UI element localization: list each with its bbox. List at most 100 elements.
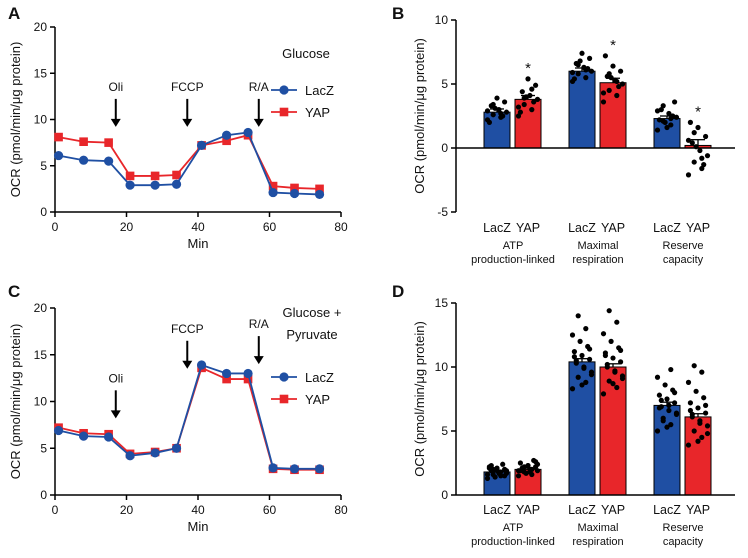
panel-b-data-point <box>614 92 620 99</box>
panel-a-x-tick-label: 60 <box>263 220 277 234</box>
panel-d-data-point <box>588 372 595 378</box>
panel-d-data-point <box>691 428 697 434</box>
panel-b-data-point <box>697 147 703 154</box>
panel-d-data-point <box>600 331 607 337</box>
panel-c-x-tick-label: 20 <box>120 503 134 517</box>
panel-c-injection-label-fccp: FCCP <box>171 322 204 336</box>
panel-b-data-point <box>654 108 661 114</box>
panel-b-data-point <box>529 107 535 113</box>
panel-d-bar-label-lacz: LacZ <box>653 503 681 517</box>
panel-d-data-point <box>612 369 618 375</box>
panel-d-data-point <box>571 349 578 355</box>
panel-d-bar-yap <box>599 366 627 496</box>
panel-a-series-line-yap <box>58 134 320 190</box>
panel-d-bar-lacz <box>653 404 681 496</box>
panel-d-data-point <box>618 347 624 353</box>
panel-a-x-tick-label: 0 <box>52 220 59 234</box>
panel-b-data-point <box>668 115 674 122</box>
panel-b-group-label: Reserve <box>663 240 704 252</box>
panel-d-data-point <box>515 473 522 479</box>
panel-a-point-lacz <box>314 189 325 200</box>
panel-b-data-point <box>529 86 535 92</box>
panel-b-data-point <box>569 69 576 76</box>
panel-b-y-tick-label: 0 <box>441 141 448 155</box>
panel-a-point-lacz <box>125 180 135 190</box>
panel-d-data-point <box>673 410 680 416</box>
panel-d-data-point <box>608 338 614 344</box>
panel-d-group-label: respiration <box>572 536 623 548</box>
panel-b-bar-label-lacz: LacZ <box>568 221 596 235</box>
panel-d-group-label: Reserve <box>663 522 704 534</box>
panel-b-data-point <box>618 68 624 74</box>
panel-c-injection-arrow-head <box>110 410 121 419</box>
panel-b-data-point <box>517 109 524 115</box>
panel-a-y-tick-label: 0 <box>40 205 47 219</box>
panel-c-point-lacz <box>53 425 64 436</box>
panel-c-point-lacz <box>150 448 160 458</box>
panel-b-data-point <box>484 108 491 114</box>
panel-d-data-point <box>484 475 491 481</box>
panel-c-point-lacz <box>125 451 135 461</box>
panel-d-data-point <box>517 468 524 474</box>
panel-b-bar-chart: -5 0 5 10 OCR (pmol/min/μg protein) LacZ * YAP A… <box>412 13 735 266</box>
panel-d-data-point <box>525 462 531 469</box>
panel-a-point-lacz <box>222 130 232 140</box>
panel-c-injection-arrow-head <box>182 360 193 369</box>
panel-d-data-point <box>658 397 664 403</box>
panel-c-x-tick-label: 60 <box>263 503 277 517</box>
panel-a-point-yap <box>268 181 278 191</box>
panel-d-y-tick-label: 15 <box>435 296 449 310</box>
panel-d-data-point <box>583 379 589 385</box>
panel-d-bar-label-lacz: LacZ <box>568 503 596 517</box>
panel-d-data-point <box>581 365 587 371</box>
panel-d-data-point <box>602 352 609 359</box>
panel-c-point-lacz <box>104 432 114 442</box>
panel-d-data-point <box>527 469 533 475</box>
panel-c-point-lacz <box>289 464 300 474</box>
panel-d-data-point <box>579 352 585 359</box>
panel-b-data-point <box>699 155 705 161</box>
panel-d-data-point <box>492 474 498 480</box>
panel-d-data-point <box>575 313 581 319</box>
panel-d-data-point <box>689 411 695 417</box>
panel-b-y-tick-label: 10 <box>435 13 449 27</box>
panel-d-data-point <box>662 382 668 388</box>
panel-d-data-point <box>606 378 612 384</box>
panel-c-y-tick-label: 10 <box>34 395 48 409</box>
panel-b-data-point <box>583 67 589 73</box>
panel-b-y-tick-label: -5 <box>437 205 448 219</box>
panel-b-data-point <box>685 172 692 178</box>
panel-a-y-tick-label: 5 <box>40 159 47 173</box>
panel-d-group-label: capacity <box>663 536 704 548</box>
panel-c-injection-label-ra: R/A <box>249 317 269 331</box>
panel-b-data-point <box>577 58 583 64</box>
panel-d-data-point <box>668 366 674 373</box>
panel-b-data-point <box>583 75 589 81</box>
panel-b-data-point <box>672 99 678 105</box>
panel-b-data-point <box>666 110 672 117</box>
panel-b-data-point <box>575 62 581 68</box>
panel-a-injection-label-fccp: FCCP <box>171 80 204 94</box>
panel-d-bar-lacz <box>568 361 596 496</box>
panel-d-data-point <box>687 407 694 414</box>
panel-b-group-label: ATP <box>503 240 524 252</box>
panel-b-data-point <box>498 110 504 117</box>
panel-a-point-yap <box>315 184 324 194</box>
panel-a-point-lacz <box>171 179 182 189</box>
panel-b-group-label: Maximal <box>578 240 619 252</box>
panel-b-data-point <box>531 99 537 105</box>
panel-a-point-yap <box>125 171 135 181</box>
panel-b-data-point <box>606 71 612 77</box>
panel-d-data-point <box>654 374 661 380</box>
panel-b-data-point <box>695 124 701 131</box>
panel-d-data-point <box>494 468 500 474</box>
panel-b-data-point <box>689 140 695 146</box>
panel-d-data-point <box>573 358 579 364</box>
panel-b-data-point <box>691 130 697 136</box>
panel-b-data-point <box>703 133 709 140</box>
panel-a-point-lacz <box>289 188 300 199</box>
panel-d-data-point <box>604 361 610 368</box>
panel-d-y-tick-label: 0 <box>441 488 448 502</box>
panel-d-data-point <box>703 410 709 416</box>
panel-d-data-point <box>704 430 711 437</box>
